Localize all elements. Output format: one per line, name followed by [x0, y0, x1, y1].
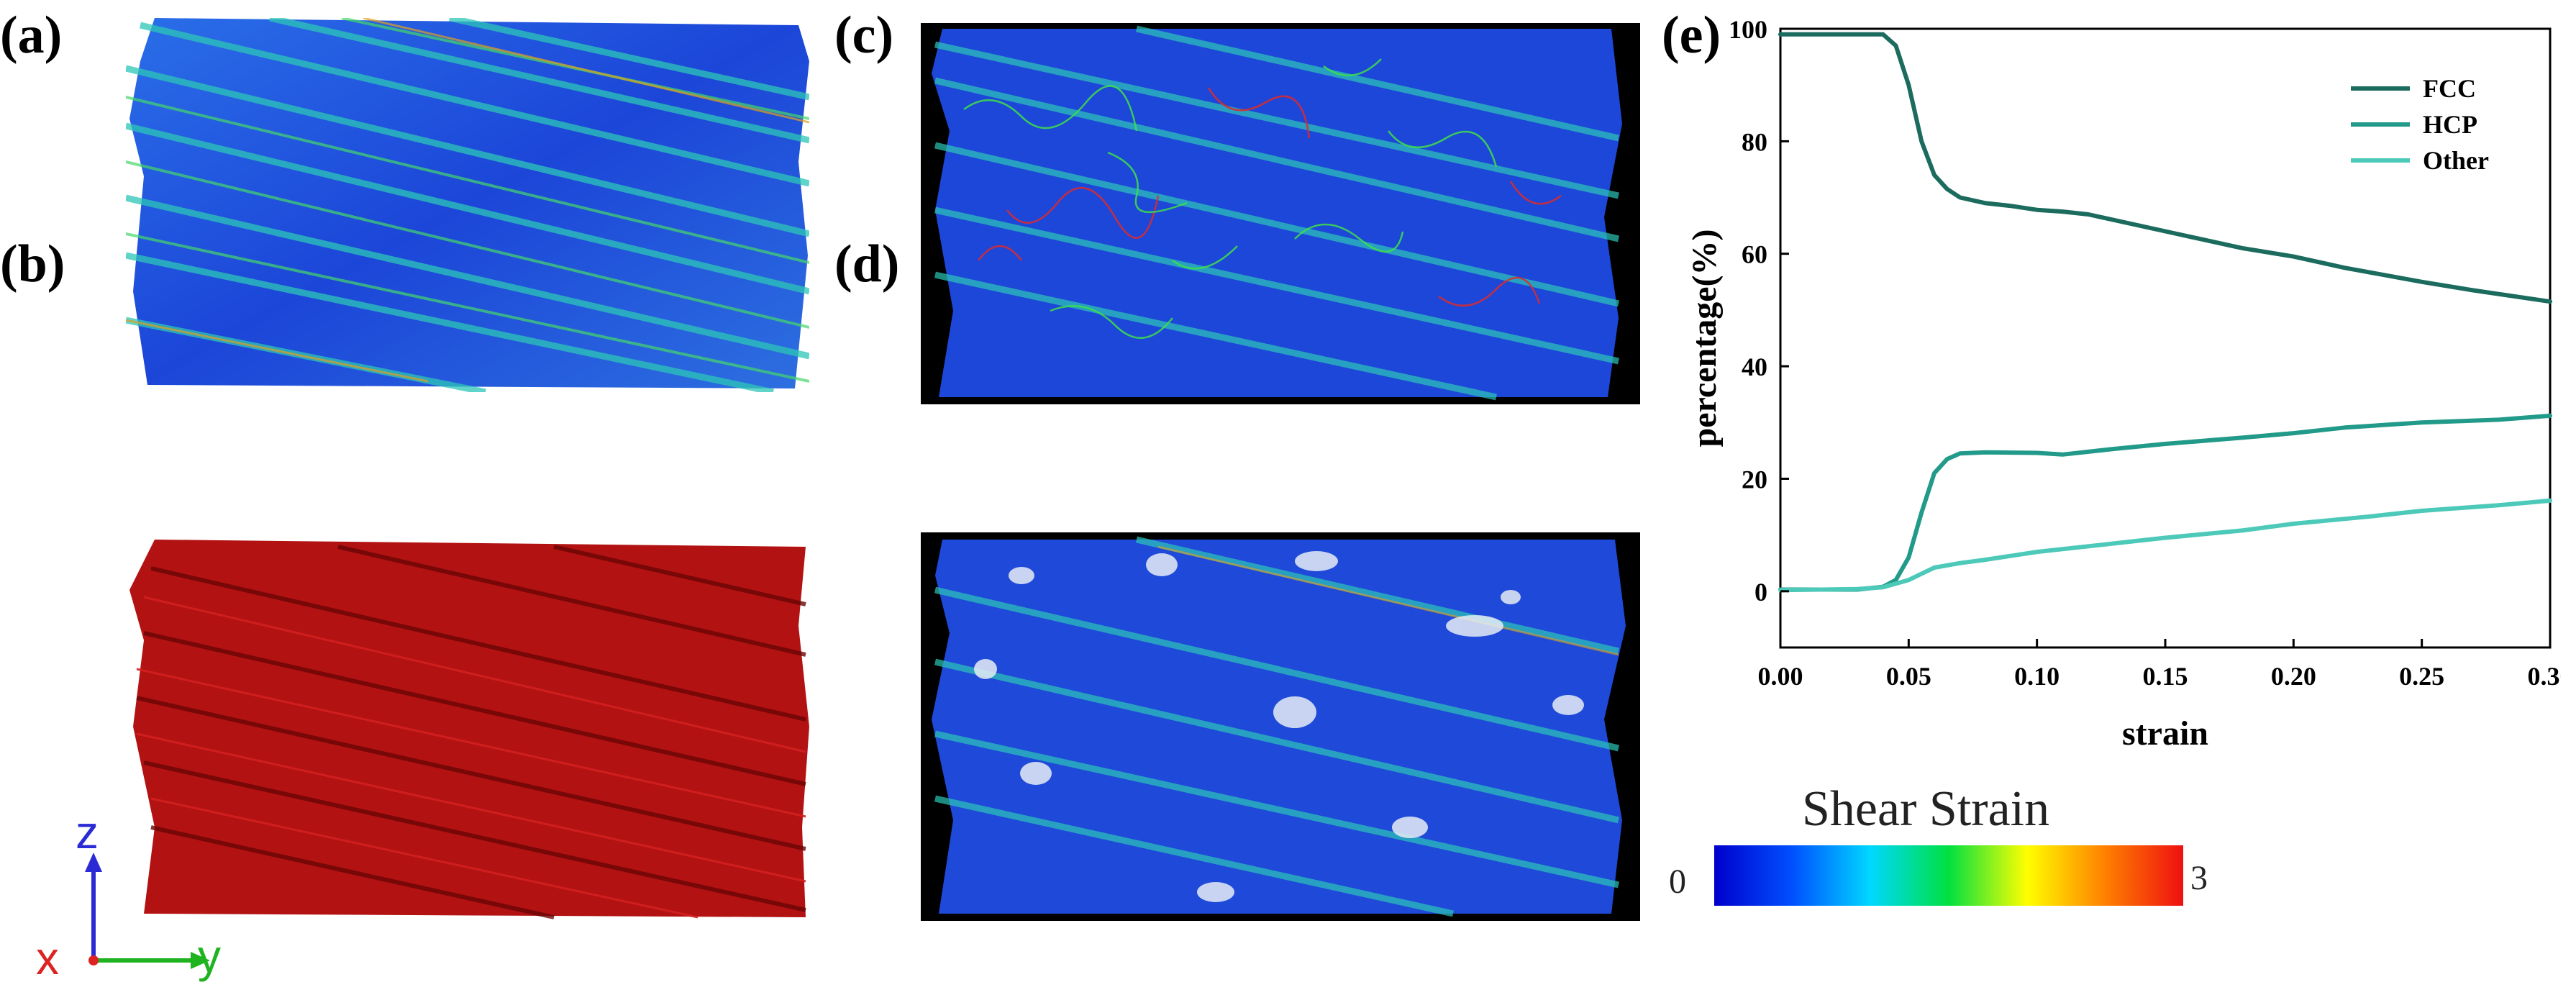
axes-arrows	[85, 853, 210, 969]
y-tick-label: 80	[1742, 127, 1767, 156]
panel-label-e: (e)	[1662, 6, 1721, 65]
chart-svg: 0.00 0.05 0.10 0.15 0.20 0.25 0.30 0 20 40 60 80 100…	[1685, 15, 2573, 753]
panel-label-c: (c)	[834, 6, 894, 65]
legend-label-other: Other	[2423, 146, 2489, 175]
legend-label-fcc: FCC	[2423, 74, 2476, 103]
axis-label-x: x	[36, 932, 59, 984]
colorbar-max-label: 3	[2190, 859, 2208, 897]
axis-label-z: z	[76, 806, 99, 858]
y-tick-label: 40	[1742, 353, 1767, 381]
colorbar-title: Shear Strain	[1802, 781, 2050, 837]
colorbar-min-label: 0	[1669, 863, 1686, 901]
shear-strain-colorbar: Shear Strain 0 3	[1669, 781, 2244, 924]
y-axis-label: percentage(%)	[1685, 229, 1724, 447]
axis-label-y: y	[198, 930, 221, 982]
x-tick-label: 0.20	[2271, 662, 2316, 691]
y-tick-label: 0	[1754, 578, 1767, 606]
colorbar-gradient	[1714, 845, 2183, 906]
shear-strain-dislocation-map-c	[921, 23, 1640, 404]
shear-strain-cluster-map-d	[921, 532, 1640, 921]
panel-label-b: (b)	[0, 235, 65, 294]
x-tick-label: 0.25	[2399, 662, 2444, 691]
simulation-image-c	[921, 23, 1640, 404]
x-tick-label: 0.15	[2143, 662, 2188, 691]
phase-fraction-chart: 0.00 0.05 0.10 0.15 0.20 0.25 0.30 0 20 40 60 80 100…	[1655, 14, 2573, 763]
series-line-fcc	[1778, 32, 2552, 304]
x-tick-label: 0.00	[1758, 662, 1803, 691]
simulation-image-a	[126, 18, 809, 392]
x-tick-label: 0.30	[2528, 662, 2562, 691]
simulation-image-b	[122, 540, 813, 921]
y-tick-label: 60	[1742, 240, 1767, 269]
panel-label-d: (d)	[834, 235, 900, 294]
chart-legend: FCC HCP Other	[2351, 74, 2489, 175]
legend-label-hcp: HCP	[2423, 110, 2477, 139]
x-axis-label: strain	[2122, 714, 2208, 753]
y-tick-label: 20	[1742, 465, 1767, 494]
panel-label-a: (a)	[0, 6, 63, 65]
simulation-image-d	[921, 532, 1640, 921]
series-line-hcp	[1778, 413, 2552, 592]
axes-triad: z x y	[36, 806, 273, 996]
shear-strain-map-a	[126, 18, 809, 392]
series-line-other	[1778, 498, 2552, 593]
atomic-structure-map-b	[129, 540, 809, 919]
x-tick-label: 0.10	[2014, 662, 2060, 691]
x-tick-label: 0.05	[1886, 662, 1931, 691]
y-tick-label: 100	[1729, 15, 1767, 44]
